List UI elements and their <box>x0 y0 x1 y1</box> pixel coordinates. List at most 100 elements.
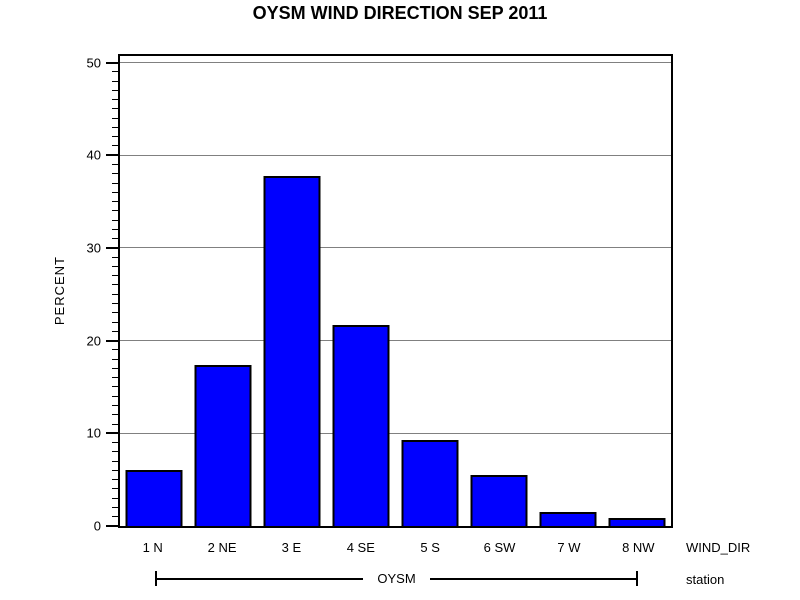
y-minor-tick-18 <box>112 358 118 360</box>
y-minor-tick-8 <box>112 451 118 453</box>
y-tick-label-30: 30 <box>86 240 101 256</box>
y-minor-tick-1 <box>112 516 118 518</box>
bar-3-e <box>263 175 321 526</box>
y-minor-tick-19 <box>112 349 118 351</box>
x-axis-labels: 1 N 2 NE 3 E 4 SE 5 S 6 SW 7 W 8 NW <box>118 540 673 555</box>
y-minor-tick-22 <box>112 321 118 323</box>
bar-1-n <box>125 470 183 526</box>
bar-slot-6 <box>464 56 533 526</box>
y-minor-tick-28 <box>112 265 118 267</box>
y-minor-tick-46 <box>112 99 118 101</box>
x-tick-label-8: 8 NW <box>622 540 655 555</box>
y-minor-tick-13 <box>112 405 118 406</box>
y-major-tick-20 <box>106 339 118 342</box>
bar-7-w <box>539 512 597 526</box>
y-minor-tick-34 <box>112 210 118 212</box>
y-major-tick-50 <box>106 61 118 64</box>
y-minor-tick-9 <box>112 442 118 444</box>
x-tick-label-7: 7 W <box>557 540 581 555</box>
group-axis-title: station <box>686 572 725 587</box>
x-tick-label-1: 1 N <box>142 540 163 555</box>
y-axis-title: PERCENT <box>51 256 67 326</box>
x-axis-title: WIND_DIR <box>686 540 751 555</box>
y-minor-tick-21 <box>112 330 118 332</box>
y-minor-tick-25 <box>112 293 118 295</box>
bar-4-se <box>332 324 390 526</box>
bar-2-ne <box>194 364 252 526</box>
y-axis-title-wrap: PERCENT <box>50 54 68 528</box>
y-tick-label-20: 20 <box>86 333 101 349</box>
plot-area <box>118 54 673 528</box>
bar-6-sw <box>470 475 528 526</box>
y-minor-tick-36 <box>112 191 118 193</box>
y-minor-tick-7 <box>112 460 118 462</box>
group-axis-right-tick <box>636 571 639 586</box>
y-minor-tick-32 <box>112 228 118 230</box>
y-major-tick-40 <box>106 154 118 157</box>
bar-slot-5 <box>396 56 465 526</box>
bar-slot-4 <box>327 56 396 526</box>
x-tick-label-4: 4 SE <box>346 540 375 555</box>
y-minor-tick-16 <box>112 377 118 379</box>
y-tick-label-50: 50 <box>86 55 101 70</box>
bar-slot-8 <box>602 56 671 526</box>
y-minor-tick-24 <box>112 303 118 305</box>
y-axis: 0 10 20 30 40 50 <box>70 55 118 533</box>
group-axis-left-tick <box>155 571 157 586</box>
y-minor-tick-3 <box>112 497 118 499</box>
gridline-10 <box>120 432 671 434</box>
y-minor-tick-43 <box>112 126 118 128</box>
y-minor-tick-39 <box>112 163 118 165</box>
group-value-label: OYSM <box>377 571 416 586</box>
y-minor-tick-26 <box>112 284 118 286</box>
y-minor-tick-35 <box>112 201 118 203</box>
x-tick-label-5: 5 S <box>420 540 440 555</box>
y-minor-tick-12 <box>112 414 118 416</box>
bars-layer <box>120 56 671 526</box>
y-minor-tick-14 <box>112 395 118 397</box>
y-minor-tick-15 <box>112 386 118 388</box>
y-minor-tick-45 <box>112 108 118 110</box>
y-minor-tick-11 <box>112 423 118 425</box>
bar-slot-7 <box>533 56 602 526</box>
bar-slot-1 <box>120 56 189 526</box>
x-tick-label-2: 2 NE <box>207 540 237 555</box>
y-major-tick-10 <box>106 432 118 435</box>
y-minor-tick-41 <box>112 145 118 147</box>
bar-8-nw <box>608 517 666 526</box>
x-tick-label-6: 6 SW <box>483 540 516 555</box>
y-minor-tick-27 <box>112 275 118 277</box>
y-minor-tick-33 <box>112 219 118 221</box>
y-tick-label-10: 10 <box>86 425 101 441</box>
y-minor-tick-23 <box>112 312 118 314</box>
y-tick-label-0: 0 <box>93 518 101 534</box>
bar-slot-3 <box>258 56 327 526</box>
y-minor-tick-17 <box>112 367 118 369</box>
y-minor-tick-29 <box>112 256 118 258</box>
gridline-30 <box>120 247 671 249</box>
bar-5-s <box>401 439 459 526</box>
group-axis-line-left <box>157 577 364 580</box>
group-axis-line-right <box>429 577 637 580</box>
group-axis: OYSM <box>155 571 639 586</box>
y-minor-tick-44 <box>112 117 118 119</box>
y-minor-tick-2 <box>112 506 118 508</box>
y-minor-tick-38 <box>112 173 118 175</box>
y-minor-tick-42 <box>112 136 118 138</box>
y-minor-tick-5 <box>112 479 118 481</box>
x-tick-label-3: 3 E <box>281 540 302 555</box>
y-minor-tick-37 <box>112 182 118 184</box>
y-minor-tick-31 <box>112 238 118 240</box>
chart-title: OYSM WIND DIRECTION SEP 2011 <box>252 3 548 23</box>
gridline-40 <box>120 154 671 156</box>
y-minor-tick-49 <box>112 71 118 73</box>
gridline-20 <box>120 340 671 342</box>
y-minor-tick-6 <box>112 469 118 471</box>
y-minor-tick-4 <box>112 488 118 490</box>
y-major-tick-0 <box>106 525 118 527</box>
y-major-tick-30 <box>106 246 118 249</box>
gridline-50 <box>120 62 671 63</box>
gridlines-layer <box>120 56 671 526</box>
y-minor-tick-47 <box>112 89 118 91</box>
y-tick-label-40: 40 <box>86 147 101 163</box>
